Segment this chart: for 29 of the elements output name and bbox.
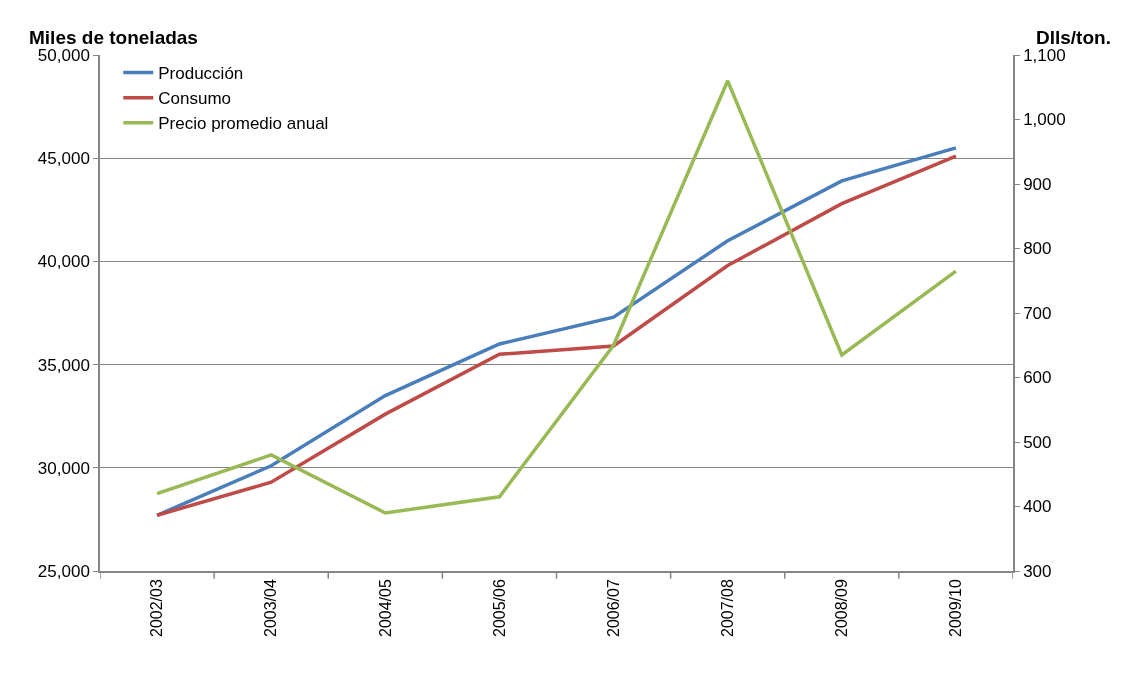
x-tick-label: 2006/07 bbox=[604, 579, 622, 637]
legend-label: Producción bbox=[158, 64, 244, 84]
y-tick-label: 35,000 bbox=[37, 355, 90, 375]
x-tick-label: 2004/05 bbox=[376, 579, 394, 637]
x-tick-label: 2005/06 bbox=[490, 579, 508, 637]
y-tick-label: 40,000 bbox=[37, 252, 90, 272]
y2-tick-label: 400 bbox=[1023, 497, 1052, 517]
x-tick-label: 2009/10 bbox=[947, 579, 965, 637]
y2-tick-label: 300 bbox=[1023, 561, 1052, 581]
y-tick-label: 45,000 bbox=[37, 149, 90, 169]
x-tick-label: 2007/08 bbox=[718, 579, 736, 637]
y2-axis-title: Dlls/ton. bbox=[1036, 27, 1111, 48]
y-tick-label: 50,000 bbox=[37, 45, 90, 65]
y-axis-title: Miles de toneladas bbox=[29, 27, 198, 48]
y2-tick-label: 800 bbox=[1023, 239, 1052, 259]
y2-tick-label: 600 bbox=[1023, 368, 1052, 388]
line-series bbox=[155, 79, 958, 515]
x-tick-label: 2002/03 bbox=[148, 579, 166, 637]
y2-tick-label: 700 bbox=[1023, 303, 1052, 323]
y2-tick-label: 1,100 bbox=[1023, 45, 1066, 65]
y2-tick-label: 1,000 bbox=[1023, 110, 1066, 130]
y-tick-label: 30,000 bbox=[37, 458, 90, 478]
x-tick-label: 2003/04 bbox=[262, 579, 280, 637]
y-tick-label: 25,000 bbox=[37, 561, 90, 581]
legend-label: Precio promedio anual bbox=[158, 114, 329, 134]
x-tick-label: 2008/09 bbox=[833, 579, 851, 637]
legend-label: Consumo bbox=[158, 89, 232, 109]
y2-tick-label: 900 bbox=[1023, 174, 1052, 194]
y2-tick-label: 500 bbox=[1023, 432, 1052, 452]
